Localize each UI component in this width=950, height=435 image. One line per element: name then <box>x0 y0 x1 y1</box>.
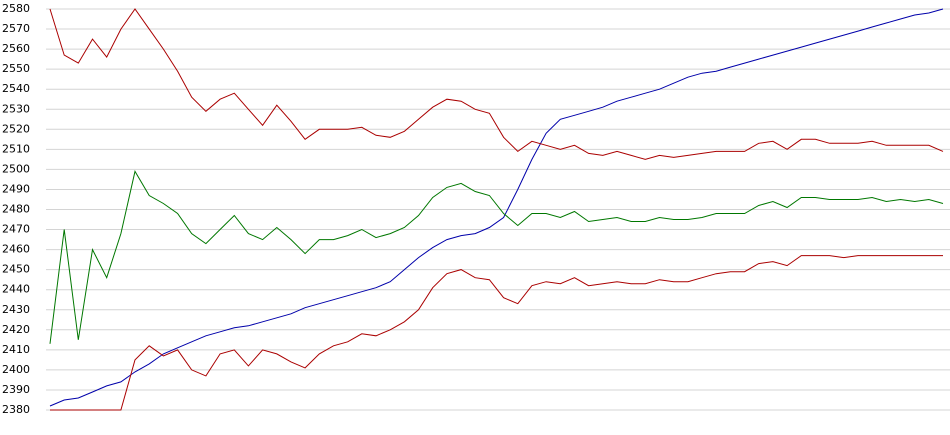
y-tick-label: 2450 <box>2 263 30 276</box>
y-tick-label: 2510 <box>2 142 30 155</box>
series-line <box>49 8 944 160</box>
y-tick-label: 2430 <box>2 303 30 316</box>
y-tick-label: 2400 <box>2 363 30 376</box>
y-tick-label: 2460 <box>2 243 30 256</box>
y-tick-label: 2410 <box>2 343 30 356</box>
y-tick-label: 2380 <box>2 403 30 416</box>
y-tick-label: 2480 <box>2 203 30 216</box>
y-tick-label: 2420 <box>2 323 30 336</box>
y-tick-label: 2540 <box>2 82 30 95</box>
series-line <box>50 255 943 411</box>
y-tick-label: 2490 <box>2 182 30 195</box>
y-tick-label: 2560 <box>2 42 30 55</box>
y-tick-label: 2470 <box>2 223 30 236</box>
y-tick-label: 2520 <box>2 122 30 135</box>
y-tick-label: 2570 <box>2 22 30 35</box>
y-tick-label: 2550 <box>2 62 30 75</box>
series-line <box>49 170 944 344</box>
y-tick-label: 2440 <box>2 283 30 296</box>
y-tick-label: 2500 <box>2 162 30 175</box>
y-tick-label: 2580 <box>2 2 30 15</box>
series-line <box>49 8 944 407</box>
y-tick-label: 2390 <box>2 383 30 396</box>
y-tick-label: 2530 <box>2 102 30 115</box>
